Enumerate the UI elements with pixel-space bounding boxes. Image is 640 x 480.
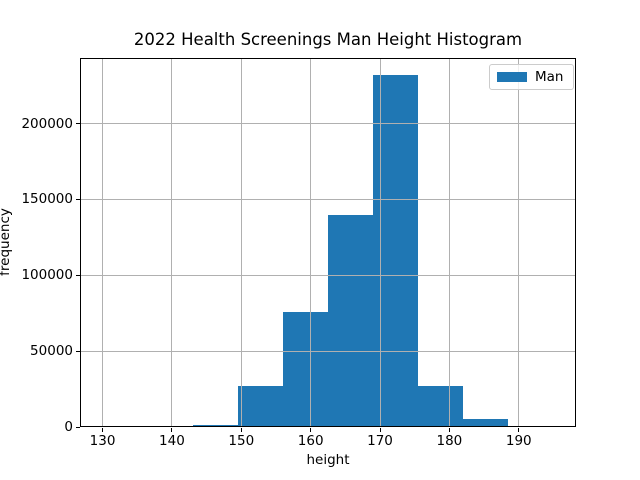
gridline-horizontal <box>80 350 576 352</box>
chart-title: 2022 Health Screenings Man Height Histog… <box>133 30 523 49</box>
histogram-bar <box>192 424 238 427</box>
y-tick <box>75 350 80 352</box>
gridline-horizontal <box>80 123 576 125</box>
x-tick-label: 140 <box>159 432 185 449</box>
y-tick <box>75 198 80 200</box>
x-tick <box>310 427 312 432</box>
gridline-vertical <box>171 57 173 427</box>
x-tick-label: 190 <box>505 432 532 449</box>
histogram-bar <box>328 214 374 427</box>
gridline-vertical <box>518 57 520 427</box>
x-tick-label: 150 <box>228 432 255 449</box>
x-tick <box>448 427 450 432</box>
y-tick-label: 50000 <box>30 343 73 360</box>
histogram-bar <box>508 425 554 427</box>
x-tick <box>518 427 520 432</box>
histogram-bar <box>373 75 419 427</box>
y-axis-label: frequency <box>0 208 13 276</box>
gridline-horizontal <box>80 274 576 276</box>
y-tick-label: 150000 <box>21 191 73 208</box>
y-tick-label: 100000 <box>21 267 73 284</box>
histogram-bar <box>282 311 328 427</box>
y-tick <box>75 274 80 276</box>
x-tick <box>171 427 173 432</box>
x-tick <box>240 427 242 432</box>
y-tick-label: 200000 <box>21 115 73 132</box>
x-tick-label: 170 <box>367 432 393 449</box>
gridline-vertical <box>448 57 450 427</box>
y-tick <box>75 426 80 428</box>
plot-area <box>80 57 576 427</box>
x-tick <box>379 427 381 432</box>
legend-color-swatch-icon <box>497 72 527 82</box>
x-tick-label: 180 <box>436 432 463 449</box>
gridline-vertical <box>379 57 381 427</box>
y-tick <box>75 123 80 125</box>
histogram-bar <box>463 418 509 427</box>
x-tick-label: 130 <box>89 432 116 449</box>
gridline-horizontal <box>80 198 576 200</box>
gridline-vertical <box>240 57 242 427</box>
x-tick-label: 160 <box>297 432 324 449</box>
y-tick-label: 0 <box>64 419 73 435</box>
x-tick <box>102 427 104 432</box>
histogram-bar <box>418 386 464 427</box>
x-axis-label: height <box>306 452 350 468</box>
legend-label: Man <box>535 69 564 85</box>
gridline-vertical <box>310 57 312 427</box>
histogram-bar <box>237 386 283 427</box>
legend: Man <box>489 64 574 90</box>
gridline-vertical <box>102 57 104 427</box>
